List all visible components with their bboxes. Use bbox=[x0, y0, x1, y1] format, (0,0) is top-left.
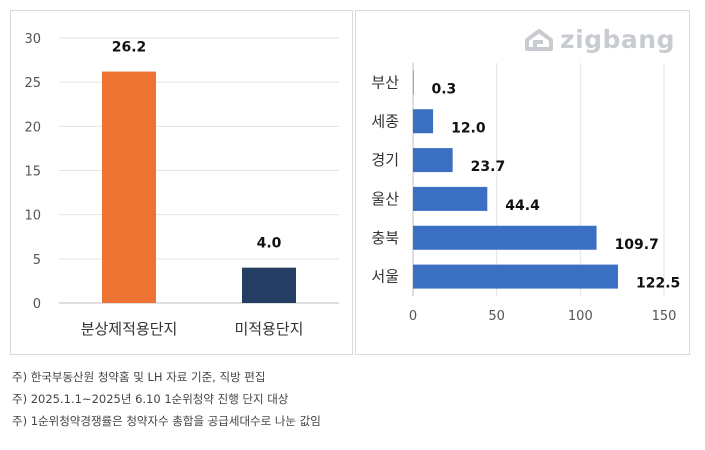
bar bbox=[242, 267, 296, 303]
footnote-2: 주) 2025.1.1~2025년 6.10 1순위청약 진행 단지 대상 bbox=[12, 392, 289, 406]
bar bbox=[413, 148, 453, 173]
data-label: 4.0 bbox=[257, 236, 282, 252]
x-tick-label: 미적용단지 bbox=[234, 320, 303, 338]
y-tick-label: 5 bbox=[33, 253, 41, 268]
x-tick-label: 150 bbox=[652, 309, 677, 324]
bar bbox=[102, 71, 156, 303]
x-tick-label: 100 bbox=[568, 309, 593, 324]
bar bbox=[413, 225, 597, 250]
left-chart-panel: 0 5 10 15 20 25 30 26.2 분상제적용단지 4.0 미적용단지 bbox=[10, 10, 353, 355]
footnotes: 주) 한국부동산원 청약홈 및 LH 자료 기준, 직방 편집 주) 2025.… bbox=[12, 366, 321, 432]
data-label: 12.0 bbox=[451, 120, 486, 136]
y-tick-label: 10 bbox=[24, 209, 41, 224]
x-tick-label: 분상제적용단지 bbox=[81, 320, 178, 338]
y-tick-label: 25 bbox=[24, 76, 41, 91]
y-tick-label: 30 bbox=[24, 32, 41, 47]
footnote-1: 주) 한국부동산원 청약홈 및 LH 자료 기준, 직방 편집 bbox=[12, 370, 266, 384]
y-tick-label: 울산 bbox=[371, 190, 399, 208]
data-label: 0.3 bbox=[432, 81, 457, 97]
y-tick-label: 세종 bbox=[371, 112, 399, 130]
logo-text: zigbang bbox=[560, 25, 675, 54]
vertical-bar-chart: 0 5 10 15 20 25 30 26.2 분상제적용단지 4.0 미적용단지 bbox=[24, 32, 339, 338]
y-tick-label: 충북 bbox=[371, 229, 399, 247]
data-label: 26.2 bbox=[112, 40, 147, 56]
y-tick-label: 0 bbox=[33, 297, 41, 312]
data-label: 44.4 bbox=[505, 198, 540, 214]
data-label: 122.5 bbox=[636, 276, 680, 292]
footnote-3: 주) 1순위청약경쟁률은 청약자수 총합을 공급세대수로 나눈 값임 bbox=[12, 414, 321, 428]
y-tick-label: 서울 bbox=[371, 268, 399, 286]
x-tick-label: 0 bbox=[409, 309, 417, 324]
right-chart-panel: 0 50 100 150 부산 0.3 세종 12.0 경기 23.7 울산 44.4 충북 109.7 서… bbox=[355, 10, 690, 355]
bar bbox=[413, 109, 434, 134]
y-tick-label: 경기 bbox=[371, 151, 399, 169]
zigbang-logo: zigbang bbox=[524, 25, 675, 54]
horizontal-bar-chart: 0 50 100 150 부산 0.3 세종 12.0 경기 23.7 울산 44.4 충북 109.7 서… bbox=[371, 63, 680, 324]
bar bbox=[413, 264, 618, 289]
y-tick-label: 20 bbox=[24, 120, 41, 135]
data-label: 23.7 bbox=[471, 159, 506, 175]
data-label: 109.7 bbox=[615, 237, 659, 253]
bar bbox=[413, 186, 488, 211]
zigbang-house-icon bbox=[525, 28, 554, 51]
x-tick-label: 50 bbox=[488, 309, 505, 324]
y-tick-label: 15 bbox=[24, 165, 41, 180]
bar bbox=[413, 70, 414, 95]
y-tick-label: 부산 bbox=[371, 73, 399, 91]
